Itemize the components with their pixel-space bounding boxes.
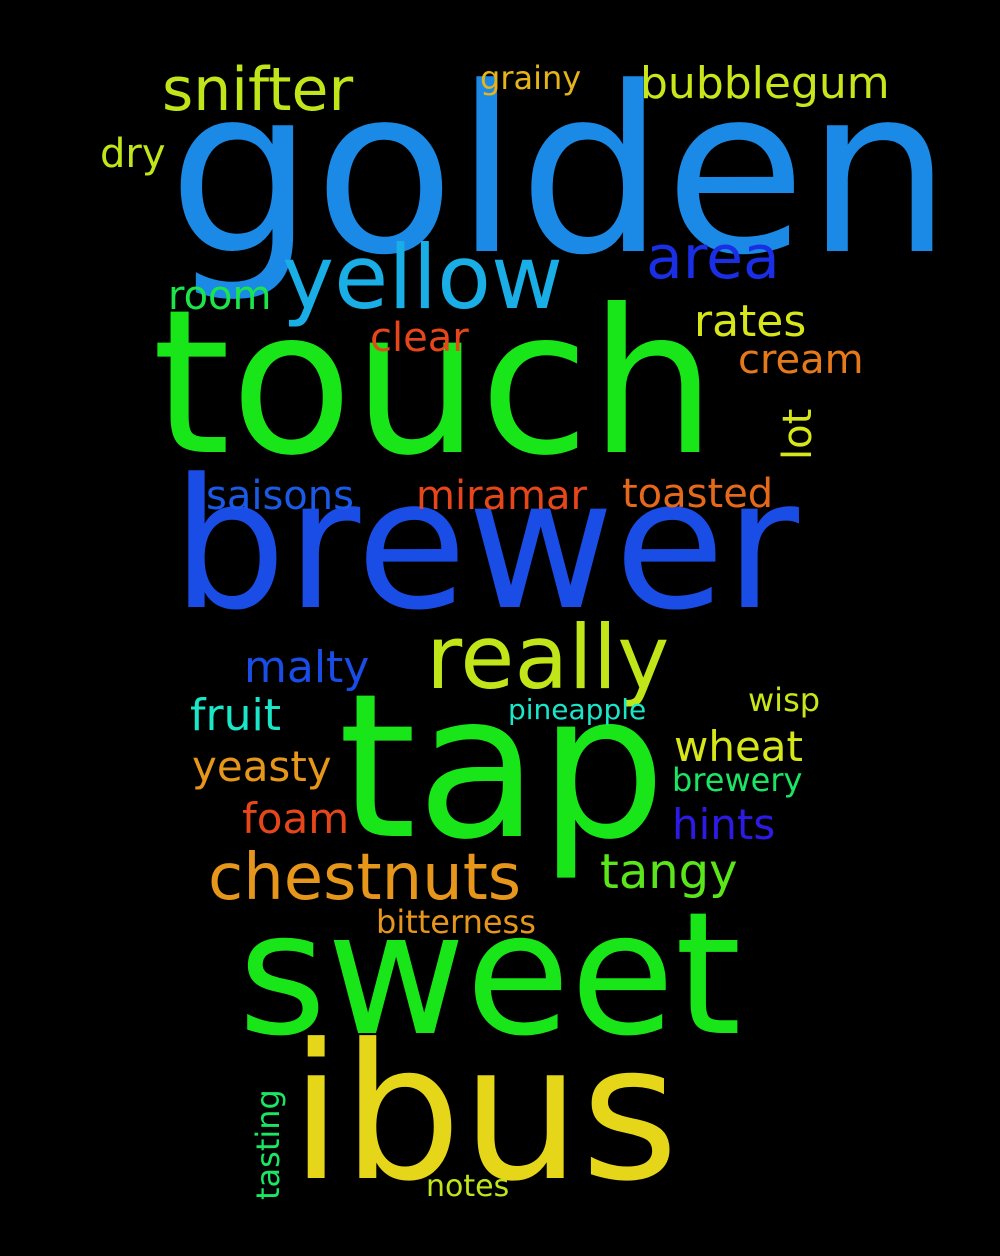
word-saisons: saisons: [206, 473, 354, 519]
word-tap: tap: [338, 651, 666, 884]
word-tangy: tangy: [600, 844, 738, 900]
word-pineapple: pineapple: [508, 693, 647, 726]
word-miramar: miramar: [416, 473, 587, 519]
word-yellow: yellow: [282, 226, 563, 329]
word-tasting: tasting: [249, 1089, 287, 1200]
word-hints: hints: [672, 800, 776, 849]
word-chestnuts: chestnuts: [208, 841, 522, 915]
word-malty: malty: [244, 642, 370, 693]
word-cream: cream: [738, 337, 864, 383]
word-snifter: snifter: [162, 55, 354, 125]
word-room: room: [168, 273, 272, 319]
word-fruit: fruit: [190, 690, 281, 741]
word-bitterness: bitterness: [376, 903, 536, 941]
word-bubblegum: bubblegum: [640, 58, 890, 109]
word-brewery: brewery: [672, 761, 803, 799]
word-yeasty: yeasty: [192, 742, 332, 791]
word-golden: golden: [168, 39, 952, 306]
word-area: area: [646, 223, 780, 293]
word-foam: foam: [242, 794, 350, 843]
word-wisp: wisp: [748, 681, 821, 719]
word-toasted: toasted: [622, 471, 774, 517]
word-dry: dry: [100, 131, 166, 177]
word-wheat: wheat: [674, 722, 804, 771]
word-clear: clear: [370, 315, 469, 361]
word-notes: notes: [426, 1169, 510, 1204]
word-grainy: grainy: [480, 59, 582, 97]
word-really: really: [426, 606, 670, 709]
word-rates: rates: [694, 296, 807, 347]
word-sweet: sweet: [238, 876, 742, 1074]
word-ibus: ibus: [290, 1004, 679, 1223]
word-lot: lot: [775, 408, 821, 460]
word-brewer: brewer: [172, 441, 800, 650]
word-touch: touch: [152, 267, 717, 500]
